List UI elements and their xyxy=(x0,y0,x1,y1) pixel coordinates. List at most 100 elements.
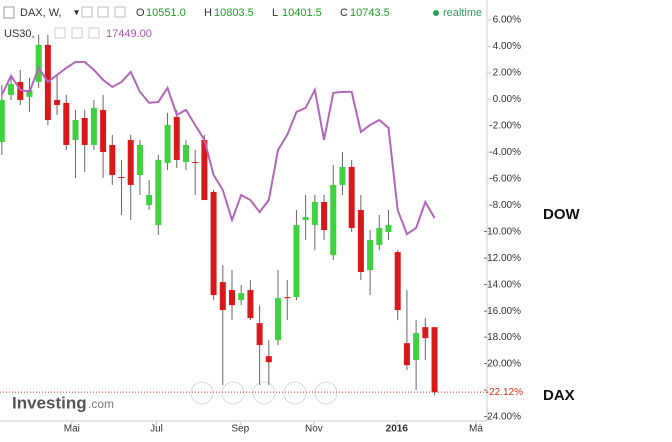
x-tick-label: 2016 xyxy=(386,424,409,435)
candle-body xyxy=(0,99,5,142)
x-tick-label: Jul xyxy=(150,424,163,435)
y-tick-label: -24.00% xyxy=(484,412,521,423)
candle-body xyxy=(109,144,116,176)
status-dot xyxy=(433,10,439,16)
dax-label: DAX xyxy=(543,387,575,404)
candle-body xyxy=(321,202,328,231)
candle-body xyxy=(173,116,180,160)
candle-body xyxy=(403,343,410,366)
y-tick-label: -14.00% xyxy=(484,279,521,290)
candle-body xyxy=(422,327,429,339)
candle-body xyxy=(367,240,374,271)
y-tick-label: -16.00% xyxy=(484,306,521,317)
compare-icon[interactable] xyxy=(97,6,109,18)
y-tick-label: 0.00% xyxy=(493,94,521,105)
x-tick-label: Nov xyxy=(305,424,323,435)
last-price-box xyxy=(488,385,526,400)
dropdown-icon: ▾ xyxy=(74,8,79,19)
ohlc-value: 10743.5 xyxy=(350,7,390,19)
candle-body xyxy=(284,297,291,299)
x-tick-label: Sep xyxy=(231,424,249,435)
y-tick-label: 6.00% xyxy=(493,14,521,25)
dow-label: DOW xyxy=(543,206,581,223)
candle-body xyxy=(238,293,245,301)
ohlc-label: C xyxy=(340,7,348,19)
candle-body xyxy=(228,290,235,306)
candle-body xyxy=(302,216,309,221)
close-icon[interactable] xyxy=(114,6,126,18)
candle-body xyxy=(118,177,125,179)
candle-body xyxy=(247,290,254,319)
candle-body xyxy=(413,333,420,361)
ohlc-label: H xyxy=(204,7,212,19)
candle-body xyxy=(394,252,401,311)
candle-body xyxy=(35,44,42,82)
y-tick-label: -4.00% xyxy=(489,147,521,158)
zoom-in-button[interactable] xyxy=(283,381,307,405)
candle-body xyxy=(100,109,107,152)
candle-body xyxy=(330,184,337,256)
candle-body xyxy=(265,356,272,363)
ohlc-label: L xyxy=(272,7,278,19)
scroll-left-button[interactable] xyxy=(190,381,214,405)
candle-body xyxy=(146,195,153,206)
candle-body xyxy=(81,117,88,145)
realtime-label: realtime xyxy=(443,7,482,19)
ohlc-value: 10551.0 xyxy=(146,7,186,19)
overlay-symbol: US30, xyxy=(4,28,35,40)
zoom-controls xyxy=(190,381,338,405)
candle-body xyxy=(311,202,318,226)
y-tick-label: -18.00% xyxy=(484,332,521,343)
candle-body xyxy=(72,119,79,140)
overlay-settings-icon[interactable] xyxy=(54,27,66,39)
candle-body xyxy=(63,102,70,145)
x-tick-label: Mä xyxy=(469,424,483,435)
y-tick-label: 2.00% xyxy=(493,67,521,78)
candle-body xyxy=(127,139,134,185)
overlay-value: 17449.00 xyxy=(106,28,152,40)
candle-body xyxy=(201,139,208,201)
y-tick-label: -12.00% xyxy=(484,253,521,264)
ohlc-value: 10401.5 xyxy=(282,7,322,19)
candle-body xyxy=(182,144,189,163)
candle-body xyxy=(8,83,15,95)
ohlc-value: 10803.5 xyxy=(214,7,254,19)
settings-icon[interactable] xyxy=(81,6,93,18)
candle-body xyxy=(256,323,263,346)
candle-body xyxy=(136,144,143,176)
ohlc-label: O xyxy=(136,7,145,19)
candle-body xyxy=(164,124,171,163)
candle-body xyxy=(155,159,162,226)
symbol-icon xyxy=(3,6,15,19)
candle-body xyxy=(26,89,33,97)
y-tick-label: -8.00% xyxy=(489,200,521,211)
zoom-out-button[interactable] xyxy=(221,381,245,405)
scroll-right-button[interactable] xyxy=(314,381,338,405)
last-price-label: -22.12% xyxy=(486,387,523,398)
candle-body xyxy=(210,191,217,296)
candle-body xyxy=(90,107,97,145)
candle-body xyxy=(54,99,61,105)
brand-logo: Investing xyxy=(12,393,87,412)
y-tick-label: 4.00% xyxy=(493,41,521,52)
y-tick-label: -20.00% xyxy=(484,359,521,370)
overlay-hide-icon[interactable] xyxy=(71,27,83,39)
candle-body xyxy=(192,162,199,164)
candle-body xyxy=(293,225,300,298)
ohlc-header: O 10551.0 H 10803.5 L 10401.5 C 10743.5 xyxy=(136,7,390,19)
candle-body xyxy=(376,227,383,246)
y-tick-label: -10.00% xyxy=(484,226,521,237)
overlay-close-icon[interactable] xyxy=(88,27,100,39)
candle-body xyxy=(339,166,346,185)
overlay-line xyxy=(0,60,436,236)
candle-body xyxy=(275,298,282,341)
candle-body xyxy=(348,166,355,228)
y-tick-label: -2.00% xyxy=(489,120,521,131)
candle-body xyxy=(431,327,438,393)
chart-title: DAX, W, xyxy=(20,7,62,19)
candle-body xyxy=(357,209,364,273)
reset-button[interactable] xyxy=(252,381,276,405)
candle-body xyxy=(385,225,392,233)
candle-body xyxy=(219,282,226,311)
